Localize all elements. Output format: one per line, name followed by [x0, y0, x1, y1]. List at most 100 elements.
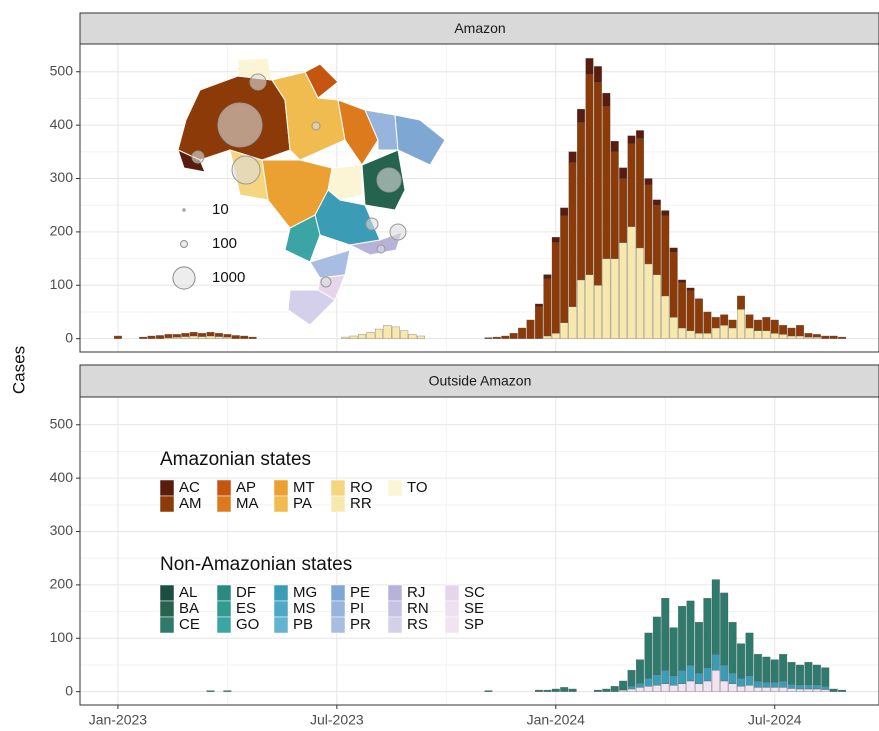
bar-segment — [745, 327, 754, 339]
panel-border — [79, 396, 879, 706]
bar-segment — [762, 317, 771, 331]
bar-segment — [812, 688, 821, 692]
bar-segment — [551, 237, 560, 243]
bar-segment — [593, 285, 602, 339]
bar-segment — [602, 106, 611, 259]
legend-label: SE — [464, 600, 484, 617]
bar-segment — [787, 688, 796, 692]
bar-segment — [139, 336, 148, 339]
bar-segment — [652, 685, 661, 692]
legend-key — [444, 616, 460, 634]
bar-segment — [644, 178, 653, 186]
bar-segment — [164, 334, 173, 338]
bar-segment — [838, 336, 847, 339]
legend-label: TO — [407, 479, 428, 496]
size-key-label: 10 — [212, 201, 229, 218]
bar-segment — [661, 683, 670, 692]
bar-segment — [551, 688, 560, 692]
legend-key — [273, 479, 289, 497]
legend-label: ES — [236, 600, 256, 617]
map-bubble — [231, 155, 261, 185]
bar-segment — [593, 82, 602, 286]
bar-segment — [703, 667, 712, 682]
bar-segment — [796, 684, 804, 690]
legend-label: AC — [179, 479, 200, 496]
bar-segment — [669, 252, 678, 318]
facet-strip — [79, 364, 879, 398]
bar-segment — [349, 335, 358, 339]
bar-segment — [669, 685, 678, 692]
legend-label: SP — [464, 616, 484, 633]
bar-segment — [391, 326, 400, 339]
map-bubble — [365, 217, 379, 231]
map-bubble — [389, 223, 407, 241]
bar-segment — [619, 689, 628, 692]
map-bubble — [376, 244, 386, 254]
facet-title: Amazon — [454, 20, 505, 36]
bar-segment — [577, 108, 585, 123]
bar-segment — [636, 687, 644, 692]
y-tick-label: 100 — [50, 276, 74, 292]
bar-segment — [593, 66, 602, 83]
bar-segment — [720, 664, 729, 682]
bar-segment — [526, 319, 535, 339]
bar-segment — [240, 335, 249, 339]
map-region — [348, 231, 403, 256]
bar-segment — [745, 314, 754, 329]
bar-segment — [206, 335, 215, 339]
bar-segment — [661, 210, 670, 217]
x-tick-label: Jan-2023 — [89, 712, 148, 728]
bar-segment — [358, 334, 367, 339]
x-tick-label: Jul-2024 — [748, 712, 802, 728]
bar-segment — [686, 664, 695, 682]
bar-segment — [652, 274, 661, 339]
bar-segment — [636, 138, 644, 249]
bar-segment — [745, 632, 754, 676]
map-bubble — [311, 121, 321, 131]
bar-segment — [636, 247, 644, 339]
bar-segment — [560, 207, 569, 217]
bar-segment — [728, 327, 737, 339]
bar-segment — [678, 606, 687, 671]
bar-segment — [711, 579, 720, 655]
bar-segment — [770, 681, 779, 688]
bar-segment — [223, 334, 232, 338]
bar-segment — [804, 662, 813, 685]
legend-key — [273, 584, 289, 602]
bar-segment — [408, 334, 417, 339]
bar-segment — [737, 678, 745, 687]
map-region — [337, 99, 379, 166]
bar-segment — [661, 215, 670, 297]
legend-label: CE — [179, 616, 200, 633]
map-bubble — [217, 102, 263, 148]
bar-segment — [762, 330, 771, 339]
bar-segment — [762, 687, 771, 692]
bar-segment — [652, 205, 661, 275]
legend-title: Amazonian states — [160, 449, 311, 470]
bar-segment — [711, 327, 720, 339]
bar-segment — [223, 336, 232, 339]
y-tick-label: 400 — [50, 469, 74, 485]
legend-key — [330, 600, 346, 618]
legend-label: SC — [464, 584, 485, 601]
bar-segment — [796, 688, 804, 692]
bar-segment — [829, 688, 838, 692]
bar-segment — [231, 335, 240, 339]
bar-segment — [627, 135, 636, 144]
legend-key — [387, 616, 403, 634]
panel-border — [79, 43, 879, 353]
y-tick-label: 200 — [50, 223, 74, 239]
legend-label: RN — [407, 600, 429, 617]
bar-segment — [787, 684, 796, 689]
bar-segment — [383, 325, 392, 339]
bar-segment — [695, 672, 703, 684]
bar-segment — [509, 333, 518, 339]
bar-segment — [585, 58, 594, 75]
legend-label: PE — [350, 584, 370, 601]
bar-segment — [492, 336, 501, 339]
bar-segment — [636, 682, 644, 688]
y-tick-label: 0 — [65, 682, 73, 698]
bar-segment — [518, 327, 527, 339]
legend-key — [444, 584, 460, 602]
